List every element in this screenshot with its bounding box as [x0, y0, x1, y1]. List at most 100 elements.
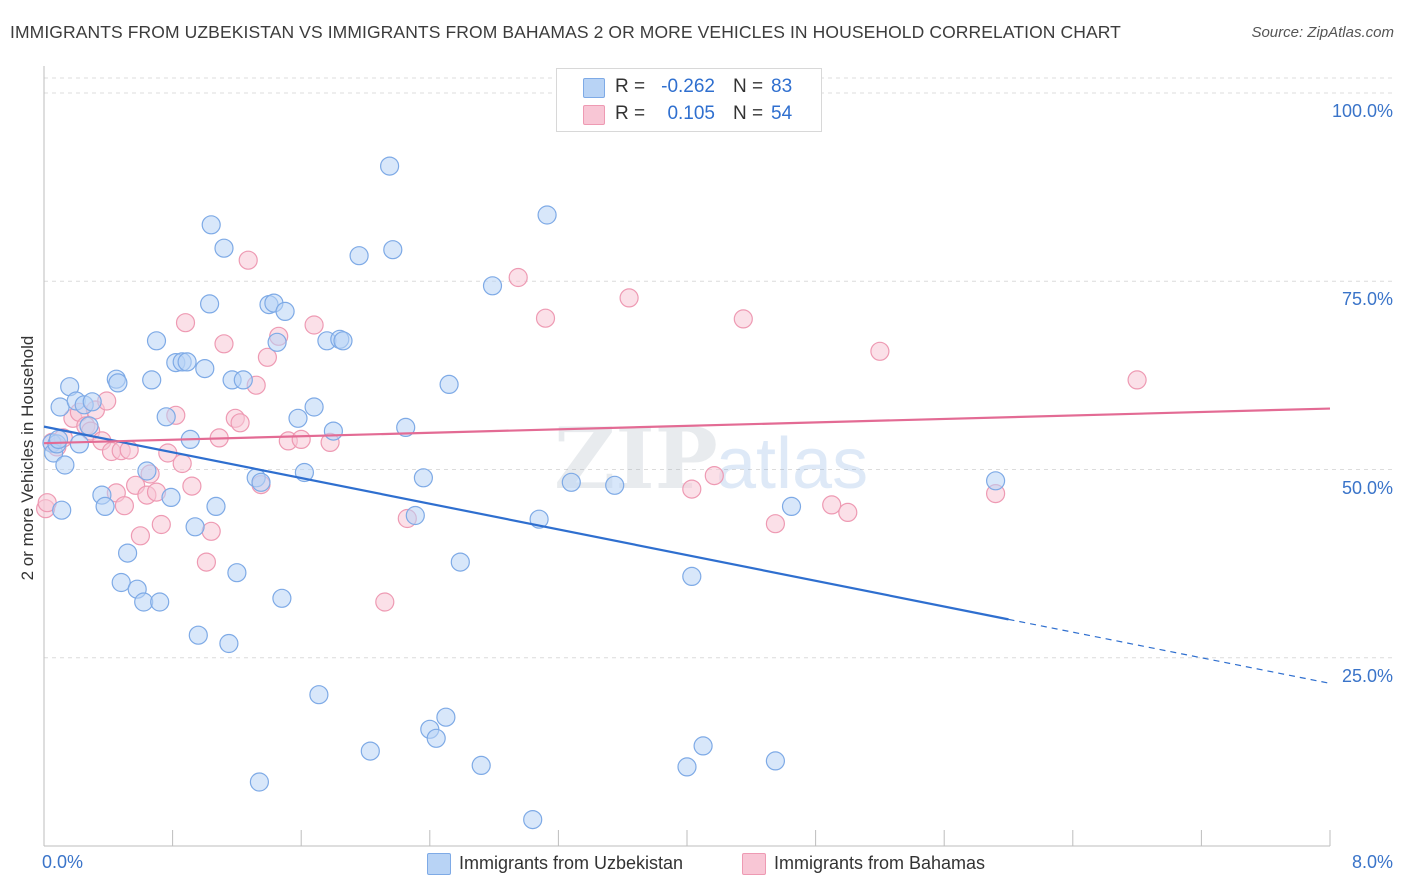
- bahamas-point: [214, 334, 234, 354]
- uzbekistan-point: [383, 240, 403, 260]
- uzbekistan-point: [185, 517, 205, 537]
- bahamas-point: [151, 514, 171, 535]
- uzbekistan-point: [108, 373, 128, 393]
- bahamas-point: [291, 429, 311, 449]
- uzbekistan-point: [482, 276, 503, 296]
- stats-n-label: N =: [733, 103, 764, 124]
- stats-n-value-uzbekistan: 83: [771, 76, 793, 97]
- uzbekistan-point: [48, 429, 69, 449]
- bahamas-point: [822, 495, 842, 515]
- legend-label-uzbekistan: Immigrants from Uzbekistan: [459, 853, 684, 873]
- uzbekistan-point: [55, 455, 75, 475]
- uzbekistan-point: [111, 572, 131, 593]
- uzbekistan-point: [79, 416, 99, 436]
- uzbekistan-point: [219, 633, 239, 654]
- uzbekistan-point: [693, 736, 713, 756]
- uzbekistan-point: [396, 417, 416, 437]
- uzbekistan-point: [985, 471, 1006, 491]
- uzbekistan-point: [249, 772, 269, 792]
- y-tick-label: 100.0%: [1331, 101, 1393, 122]
- stats-box: R = -0.262 N = 83 R = 0.105 N = 54: [556, 68, 822, 132]
- uzbekistan-point: [288, 408, 308, 428]
- uzbekistan-point: [233, 370, 253, 390]
- chart-title: IMMIGRANTS FROM UZBEKISTAN VS IMMIGRANTS…: [10, 22, 1121, 42]
- uzbekistan-point: [304, 397, 324, 417]
- bahamas-point: [114, 496, 135, 516]
- uzbekistan-point: [177, 352, 197, 372]
- uzbekistan-trend-line: [43, 425, 1009, 621]
- bahamas-point: [130, 526, 150, 546]
- source-credit: Source: ZipAtlas.com: [1251, 24, 1394, 41]
- uzbekistan-point: [439, 374, 459, 394]
- trend-lines: [43, 407, 1331, 684]
- uzbekistan-point: [360, 741, 380, 761]
- uzbekistan-point: [161, 487, 181, 507]
- bahamas-point: [230, 413, 250, 433]
- y-tick-label: 50.0%: [1341, 477, 1393, 498]
- uzbekistan-point: [523, 809, 543, 830]
- legend-label-bahamas: Immigrants from Bahamas: [774, 853, 986, 873]
- uzbekistan-point: [323, 421, 343, 441]
- uzbekistan-point: [200, 294, 220, 314]
- stats-n-value-bahamas: 54: [771, 103, 793, 124]
- uzbekistan-point: [142, 370, 162, 390]
- uzbekistan-point: [765, 751, 786, 771]
- uzbekistan-point: [781, 496, 802, 516]
- uzbekistan-point: [214, 238, 234, 258]
- bahamas-point: [196, 552, 216, 572]
- uzbekistan-point: [471, 755, 491, 776]
- uzbekistan-point: [605, 475, 625, 495]
- bahamas-point: [375, 592, 395, 612]
- bahamas-point: [257, 347, 277, 367]
- bahamas-point: [201, 521, 221, 541]
- uzbekistan-point: [201, 215, 221, 235]
- x-tick-max: 8.0%: [1351, 852, 1393, 872]
- axes: [43, 66, 1331, 847]
- uzbekistan-point: [450, 552, 470, 572]
- uzbekistan-point: [275, 301, 295, 321]
- uzbekistan-point: [267, 332, 287, 352]
- bahamas-point: [838, 502, 858, 523]
- bahamas-point: [619, 288, 639, 308]
- uzbekistan-point: [333, 331, 353, 351]
- uzbekistan-point: [426, 728, 446, 748]
- uzbekistan-point: [156, 407, 176, 427]
- bahamas-point: [508, 267, 528, 288]
- uzbekistan-point: [146, 331, 167, 351]
- bahamas-point: [870, 341, 890, 361]
- uzbekistan-point: [69, 434, 90, 454]
- uzbekistan-trend-extension: [1008, 618, 1331, 684]
- uzbekistan-point: [682, 566, 702, 587]
- uzbekistan-point: [413, 468, 433, 488]
- uzbekistan-point: [227, 563, 247, 583]
- y-tick-label: 75.0%: [1341, 289, 1393, 310]
- y-tick-label: 25.0%: [1341, 665, 1393, 686]
- uzbekistan-point: [188, 625, 208, 645]
- bahamas-point: [733, 309, 753, 329]
- uzbekistan-point: [436, 707, 456, 727]
- uzbekistan-point: [206, 496, 226, 516]
- bahamas-point: [304, 315, 324, 335]
- uzbekistan-point: [251, 472, 271, 492]
- uzbekistan-point: [677, 757, 697, 777]
- uzbekistan-point: [50, 397, 70, 417]
- bahamas-point: [682, 479, 702, 499]
- y-axis-label: 2 or more Vehicles in Household: [18, 335, 37, 581]
- uzbekistan-point: [95, 496, 115, 516]
- uzbekistan-point: [380, 156, 400, 176]
- watermark-atlas: atlas: [716, 424, 868, 504]
- uzbekistan-point: [134, 592, 154, 612]
- uzbekistan-point: [537, 205, 557, 225]
- stats-r-label: R =: [615, 103, 646, 124]
- stats-r-value-bahamas: 0.105: [667, 103, 715, 124]
- stats-r-value-uzbekistan: -0.262: [661, 76, 715, 97]
- uzbekistan-points: [42, 156, 1006, 830]
- uzbekistan-point: [309, 685, 329, 705]
- bahamas-point: [238, 250, 258, 270]
- bahamas-point: [704, 466, 724, 486]
- uzbekistan-point: [117, 543, 138, 563]
- legend-swatch-bahamas: [742, 853, 766, 875]
- uzbekistan-point: [405, 505, 425, 526]
- uzbekistan-point: [137, 461, 157, 481]
